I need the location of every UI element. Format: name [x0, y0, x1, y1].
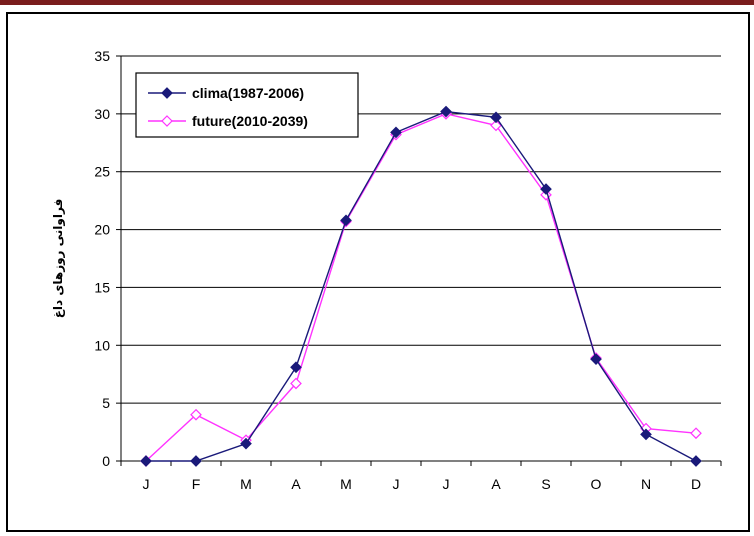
series-line	[145, 113, 697, 462]
legend-box	[135, 72, 359, 138]
series-lines	[140, 105, 702, 467]
data-point	[540, 183, 552, 195]
x-tick-label: J	[393, 476, 400, 492]
series-0	[140, 105, 702, 467]
x-tick-label: M	[240, 476, 252, 492]
x-tick-label: S	[541, 476, 550, 492]
data-point	[390, 126, 402, 139]
data-point	[190, 408, 202, 421]
y-tick-labels: 0 5 10 15 20 25 30 35	[94, 48, 110, 469]
legend-item: future(2010-2039)	[148, 113, 308, 129]
series-line	[146, 110, 697, 462]
data-point	[240, 437, 252, 450]
legend-marker	[161, 87, 173, 99]
data-point	[290, 361, 302, 374]
x-tick-label: A	[291, 476, 301, 492]
x-tick-label: N	[641, 476, 651, 492]
data-point	[690, 455, 702, 467]
axes	[116, 55, 722, 466]
y-tick-label: 30	[94, 106, 110, 122]
data-point	[290, 377, 302, 390]
legend-label: clima(1987-2006)	[192, 85, 304, 101]
y-tick-label: 0	[102, 453, 110, 469]
y-axis-label: فراوانی روزهای داغ	[51, 199, 66, 319]
y-tick-label: 15	[94, 279, 110, 295]
top-rule	[0, 0, 754, 5]
y-tick-label: 5	[102, 395, 110, 411]
y-tick-label: 20	[94, 222, 110, 238]
x-tick-label: J	[443, 476, 450, 492]
x-tick-label: M	[340, 476, 352, 492]
data-point	[140, 455, 152, 467]
x-tick-label: J	[143, 476, 150, 492]
data-point	[690, 427, 702, 440]
data-point	[490, 111, 502, 124]
data-point	[190, 455, 202, 467]
x-tick-label: F	[192, 476, 201, 492]
y-tick-label: 10	[94, 337, 110, 353]
data-point	[490, 119, 502, 132]
legend-marker	[161, 115, 173, 127]
data-point	[340, 214, 352, 227]
y-tick-label: 35	[94, 48, 110, 64]
y-tick-label: 25	[94, 164, 110, 180]
legend: clima(1987-2006) future(2010-2039)	[135, 72, 359, 138]
data-point	[590, 353, 602, 366]
x-tick-label: D	[691, 476, 701, 492]
legend-label: future(2010-2039)	[192, 113, 308, 129]
x-tick-label: A	[491, 476, 501, 492]
data-point	[440, 105, 452, 118]
chart-frame	[6, 12, 750, 532]
x-tick-label: O	[591, 476, 602, 492]
legend-item: clima(1987-2006)	[148, 85, 304, 101]
data-point	[640, 428, 652, 441]
